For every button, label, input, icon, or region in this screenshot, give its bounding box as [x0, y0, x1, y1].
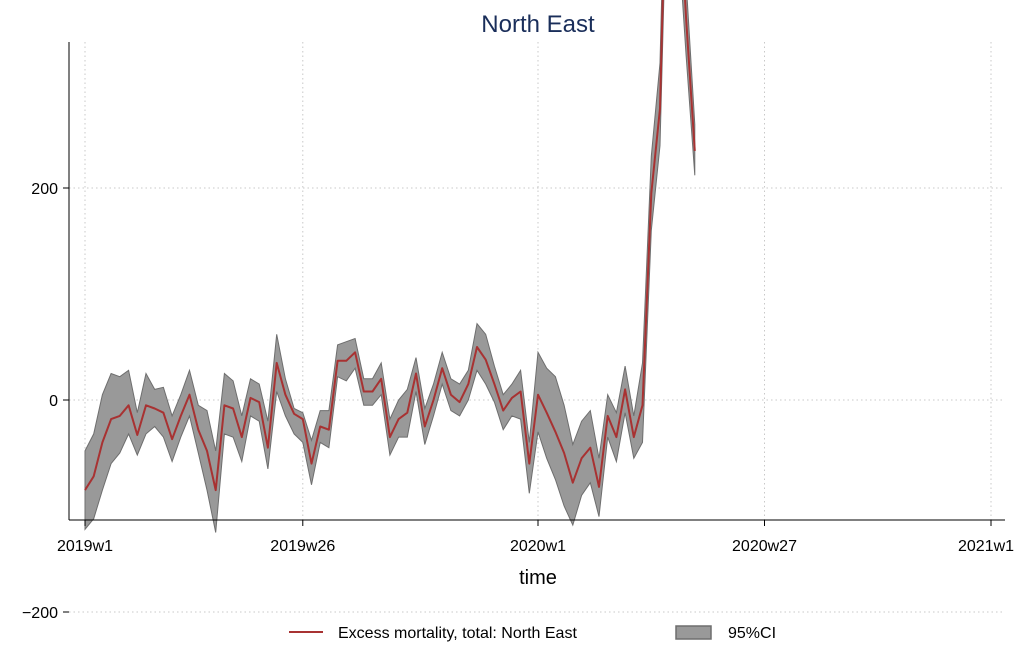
axes-layer [68, 42, 1005, 521]
confidence-band-layer [84, 0, 696, 533]
legend-band-swatch [675, 625, 712, 640]
tick-layer: −20002004006002019w12019w262020w12020w27… [22, 181, 1014, 622]
x-tick-label-3: 2020w27 [732, 538, 797, 555]
x-tick-label-0: 2019w1 [57, 538, 113, 555]
y-tick-label-2: 200 [31, 181, 58, 198]
x-tick-label-2: 2020w1 [510, 538, 566, 555]
x-axis-title: time [519, 567, 557, 589]
chart-title: North East [481, 11, 595, 38]
y-tick-label-0: −200 [22, 605, 58, 622]
legend: Excess mortality, total: North East 95%C… [289, 625, 776, 642]
x-tick-label-1: 2019w26 [270, 538, 335, 555]
x-tick-label-4: 2021w1 [958, 538, 1014, 555]
legend-label-excess-mortality: Excess mortality, total: North East [338, 625, 577, 642]
legend-label-95ci: 95%CI [728, 625, 776, 642]
excess-mortality-line-layer [84, 0, 696, 492]
confidence-band-95ci [84, 0, 696, 533]
y-tick-label-1: 0 [49, 393, 58, 410]
